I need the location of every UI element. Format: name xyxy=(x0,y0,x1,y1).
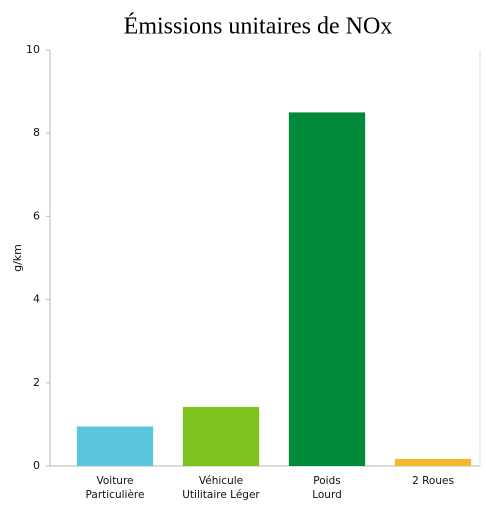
y-tick-label: 0 xyxy=(33,459,40,472)
x-tick-label: Poids Lourd xyxy=(312,475,342,501)
y-tick-label: 8 xyxy=(33,126,40,139)
x-tick-label: 2 Roues xyxy=(412,475,454,487)
bar xyxy=(394,458,472,466)
x-tick-label: Voiture Particulière xyxy=(85,475,145,501)
bar xyxy=(288,112,366,467)
y-tick-label: 6 xyxy=(33,209,40,222)
bar xyxy=(76,426,154,466)
x-tick-label: Véhicule Utilitaire Léger xyxy=(182,475,260,501)
y-tick-label: 10 xyxy=(26,43,40,56)
bar xyxy=(182,406,260,466)
y-tick-label: 2 xyxy=(33,376,40,389)
y-axis-label: g/km xyxy=(11,244,24,272)
chart-title: Émissions unitaires de NOx xyxy=(124,14,393,40)
y-tick-label: 4 xyxy=(33,293,40,306)
